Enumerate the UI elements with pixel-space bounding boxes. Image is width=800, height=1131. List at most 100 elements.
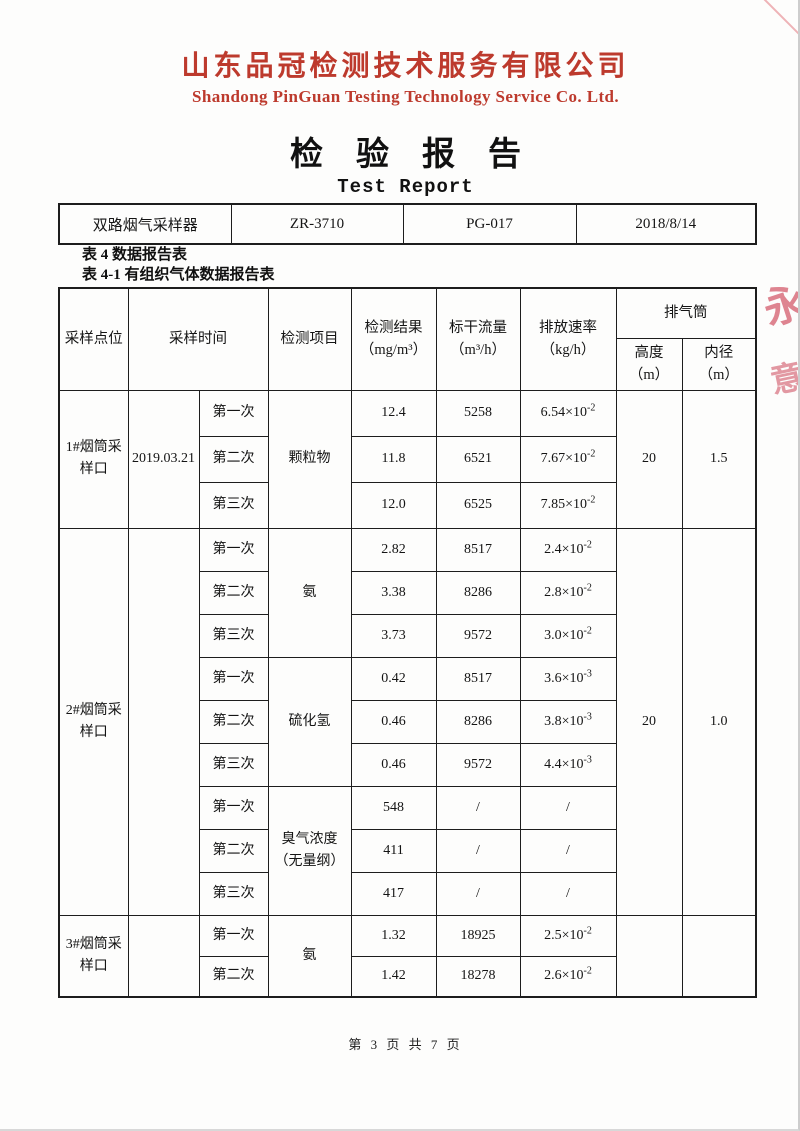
cell-rate: 4.4×10-3 [519,742,617,787]
cell-flow: / [435,871,521,916]
cell-flow: 9572 [435,613,521,658]
rate-base: 3.8×10 [544,713,584,729]
header-emission-rate-label: 排放速率 [539,319,597,336]
cell-trial: 第二次 [198,955,269,998]
header-stack-diameter: 内径 （m） [681,337,757,391]
cell-instrument-code: PG-017 [402,203,577,245]
cell-result: 411 [350,828,437,873]
cell-test-item: 臭气浓度 （无量纲） [267,785,352,916]
cell-stack-height: 20 [615,527,683,916]
header-sampling-time: 采样时间 [127,287,269,391]
rate-exponent: -2 [583,925,592,936]
cell-test-item: 颗粒物 [267,389,352,529]
rate-exponent: -2 [583,965,592,977]
rate-exponent: -2 [587,494,596,506]
header-test-result-unit: （mg/m³） [359,342,428,359]
rate-exponent: -3 [583,711,592,722]
cell-instrument-date: 2018/8/14 [575,203,757,245]
cell-stack-height: 20 [615,389,683,529]
header-stack-diameter-unit: （m） [698,367,739,383]
header-test-result: 检测结果 （mg/m³） [350,287,437,391]
cell-flow: 5258 [435,389,521,437]
cell-flow: 8517 [435,527,521,572]
table-row: 第二次 0.46 8286 3.8×10-3 [59,699,756,744]
caption-table-4-1: 表 4-1 有组织气体数据报告表 [82,267,275,283]
cell-result: 3.73 [350,613,437,658]
cell-result: 0.46 [350,699,437,744]
cell-rate: 3.0×10-2 [519,613,617,658]
cell-rate: 3.6×10-3 [519,656,617,701]
rate-base: 4.4×10 [544,756,584,772]
rate-exponent: -2 [587,448,596,460]
cell-test-item: 氨 [267,527,352,658]
cell-result: 1.32 [350,914,437,957]
header-emission-rate: 排放速率 （kg/h） [519,287,617,391]
rate-exponent: -2 [587,402,596,414]
instrument-info-table: 双路烟气采样器 ZR-3710 PG-017 2018/8/14 [58,203,757,245]
rate-base: 3.6×10 [544,670,584,686]
item-line-1: 臭气浓度 [281,831,338,847]
cell-rate: 2.4×10-2 [519,527,617,572]
report-title-english: Test Report [337,176,474,198]
cell-trial: 第一次 [198,785,269,830]
rate-base: 2.4×10 [544,541,584,557]
cell-flow: 9572 [435,742,521,787]
header-dry-flow-unit: （m³/h） [450,342,506,359]
company-name-chinese: 山东品冠检测技术服务有限公司 [181,51,630,82]
cell-trial: 第一次 [198,527,269,572]
cell-trial: 第三次 [198,613,269,658]
header-dry-flow: 标干流量 （m³/h） [435,287,521,391]
instrument-info-row: 双路烟气采样器 ZR-3710 PG-017 2018/8/14 [58,203,757,245]
header-stack-height-unit: （m） [628,367,670,383]
cell-trial: 第二次 [198,699,269,744]
cell-trial: 第三次 [198,481,269,529]
cell-flow: 18278 [435,955,521,998]
cell-rate: 7.67×10-2 [519,435,617,483]
rate-exponent: -2 [583,582,592,593]
cell-rate: 3.8×10-3 [519,699,617,744]
cell-stack-diameter [681,914,757,998]
cell-rate: 7.85×10-2 [519,481,617,529]
rate-base: 7.67×10 [540,451,588,467]
cell-result: 2.82 [350,527,437,572]
header-row-2: 高度 （m） 内径 （m） [59,337,757,391]
rate-base: / [566,842,570,858]
cell-result: 548 [350,785,437,830]
table-row: 第二次 3.38 8286 2.8×10-2 [59,570,756,615]
cell-result: 12.0 [350,481,437,529]
cell-flow: / [435,785,521,830]
header-row-1: 采样点位 采样时间 检测项目 检测结果 （mg/m³） 标干流量 （m³/h） … [58,287,757,391]
header-emission-rate-unit: （kg/h） [540,342,596,359]
cell-stack-diameter: 1.5 [681,389,757,529]
cell-result: 417 [350,871,437,916]
cell-trial: 第二次 [198,828,269,873]
cell-instrument-name: 双路烟气采样器 [58,203,232,245]
cell-result: 1.42 [350,955,437,998]
header-dry-flow-label: 标干流量 [449,319,507,336]
header-test-item: 检测项目 [267,287,352,391]
table-row: 第三次 417 / / [59,871,756,916]
cell-trial: 第一次 [198,914,269,957]
rate-base: 2.6×10 [544,968,584,984]
cell-stack-height [615,914,683,998]
cell-result: 3.38 [350,570,437,615]
cell-trial: 第一次 [198,389,269,437]
cell-result: 0.42 [350,656,437,701]
table-row: 第三次 12.0 6525 7.85×10-2 [59,481,756,529]
rate-exponent: -3 [583,754,592,765]
table-row: 第二次 411 / / [59,828,756,873]
cell-rate: / [519,828,617,873]
table-row: 第二次 11.8 6521 7.67×10-2 [59,435,756,483]
rate-base: 2.5×10 [544,927,584,943]
table-row: 3#烟筒采样口 第一次 氨 1.32 18925 2.5×10-2 [58,914,757,998]
cell-instrument-model: ZR-3710 [230,203,404,245]
caption-table-4: 表 4 数据报告表 [82,247,188,263]
rate-exponent: -2 [583,625,592,636]
cell-sampling-point: 1#烟筒采样口 [58,389,129,529]
cell-test-item: 硫化氢 [267,656,352,787]
cell-flow: 8517 [435,656,521,701]
table-row: 第二次 1.42 18278 2.6×10-2 [59,955,756,998]
cell-rate: 2.5×10-2 [519,914,617,957]
cell-rate: 2.6×10-2 [519,955,617,998]
